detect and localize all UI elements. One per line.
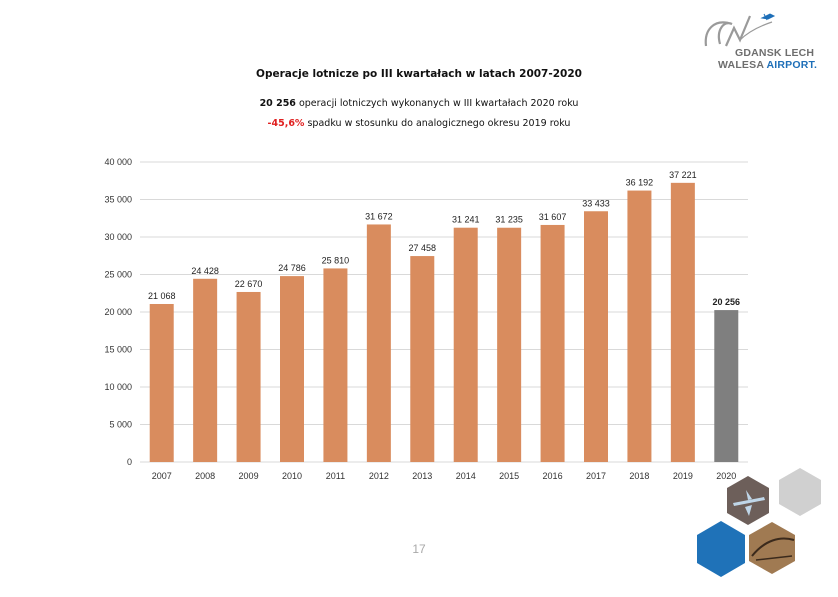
subtitle-operations-text: operacji lotniczych wykonanych w III kwa… [298,98,579,109]
hexagon-gray [779,468,821,516]
hexagon-terminal [749,522,795,574]
y-tick-label: 35 000 [104,195,132,205]
y-tick-label: 15 000 [104,345,132,355]
subtitle-operations-value: 20 256 [259,98,296,109]
x-tick-label: 2019 [673,471,693,481]
x-tick-label: 2016 [543,471,563,481]
x-tick-label: 2015 [499,471,519,481]
data-label: 36 192 [626,178,654,188]
x-tick-label: 2007 [152,471,172,481]
data-label: 37 221 [669,170,697,180]
x-tick-label: 2011 [326,471,345,481]
bar [280,276,304,462]
bar [540,224,565,462]
x-tick-label: 2020 [716,471,736,481]
x-tick-label: 2012 [369,471,389,481]
x-tick-label: 2013 [412,471,432,481]
x-tick-label: 2017 [586,471,606,481]
bar [193,278,218,462]
data-label: 22 670 [235,279,263,289]
y-tick-label: 10 000 [104,382,132,392]
y-tick-label: 20 000 [104,307,132,317]
page-number: 17 [412,542,426,556]
data-label: 33 433 [582,198,610,208]
airport-logo: GDANSK LECH WALESA AIRPORT. [700,10,820,71]
bar [410,256,435,462]
data-label: 31 241 [452,215,480,225]
y-tick-label: 5 000 [109,420,132,430]
subtitle-change: -45,6% spadku w stosunku do analogiczneg… [0,118,838,129]
bar [497,227,522,462]
y-tick-label: 25 000 [104,270,132,280]
logo-swoosh-icon [704,13,776,47]
x-tick-label: 2008 [195,471,215,481]
bar [627,190,652,462]
data-label: 27 458 [409,243,437,253]
data-label: 21 068 [148,291,176,301]
data-label: 31 672 [365,211,393,221]
hexagon-blue [697,521,745,577]
data-label: 31 607 [539,212,567,222]
x-tick-label: 2014 [456,471,476,481]
x-tick-label: 2009 [239,471,259,481]
x-tick-label: 2018 [629,471,649,481]
bar [584,211,608,462]
bar [670,182,695,462]
subtitle-change-text: spadku w stosunku do analogicznego okres… [307,118,571,129]
data-label: 24 786 [278,263,306,273]
data-label: 25 810 [322,255,350,265]
bar [323,268,348,462]
data-label: 20 256 [713,297,741,307]
subtitle-change-value: -45,6% [267,118,305,129]
logo-line-1: GDANSK LECH [735,47,815,59]
bar [714,310,739,462]
chart-title: Operacje lotnicze po III kwartałach w la… [256,68,582,80]
bar [366,224,391,462]
bar [453,227,478,462]
subtitle-operations: 20 256 operacji lotniczych wykonanych w … [0,98,838,109]
logo-line-2: WALESA AIRPORT. [718,59,818,71]
data-label: 24 428 [191,266,219,276]
y-tick-label: 40 000 [104,157,132,167]
aircraft-icon [733,490,765,516]
y-tick-label: 30 000 [104,232,132,242]
y-tick-label: 0 [127,457,132,467]
data-label: 31 235 [495,215,523,225]
bar [236,291,261,462]
x-tick-label: 2010 [282,471,302,481]
terminal-icon [751,537,795,561]
bar [149,303,174,462]
